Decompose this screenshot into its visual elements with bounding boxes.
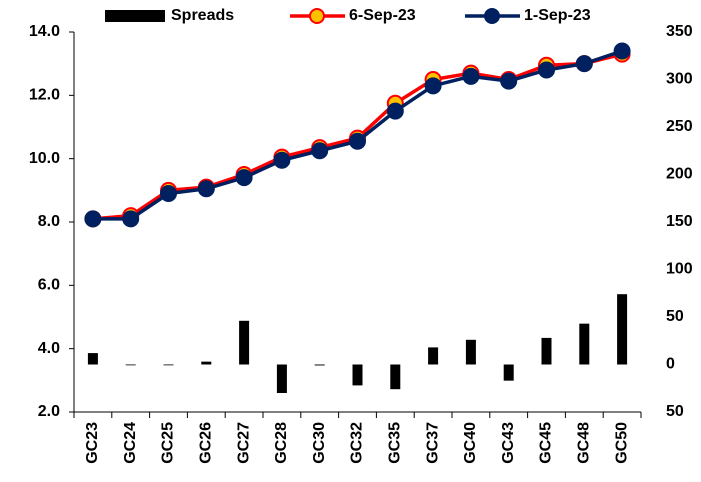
x-tick-label: GC35	[387, 422, 404, 464]
marker	[538, 61, 555, 79]
x-tick-label: GC23	[84, 422, 101, 464]
y-tick-label: 2.0	[38, 403, 60, 420]
marker	[462, 67, 480, 85]
bar	[163, 364, 174, 366]
y2-tick-label: 50	[666, 403, 684, 420]
marker	[84, 210, 102, 228]
y2-tick-label: 200	[666, 166, 693, 183]
x-tick-label: GC40	[462, 422, 479, 464]
x-tick-label: GC43	[500, 422, 517, 464]
marker	[386, 102, 404, 120]
marker	[424, 77, 442, 95]
y-tick-label: 4.0	[38, 340, 60, 357]
legend-swatch	[105, 10, 165, 22]
x-tick-label: GC32	[349, 422, 366, 464]
marker	[500, 72, 518, 90]
bar	[87, 353, 98, 365]
bar	[465, 339, 476, 365]
y-tick-label: 8.0	[38, 213, 60, 230]
y2-tick-label: 0	[666, 356, 675, 373]
x-tick-label: GC30	[311, 422, 328, 464]
marker	[273, 151, 291, 169]
x-tick-label: GC37	[424, 422, 441, 464]
bar	[201, 361, 212, 365]
legend-marker	[309, 8, 325, 24]
x-tick-label: GC28	[273, 422, 290, 464]
y2-tick-label: 50	[666, 308, 684, 325]
x-tick-label: GC48	[576, 422, 593, 464]
y2-tick-label: 350	[666, 23, 693, 40]
y2-tick-label: 300	[666, 71, 693, 88]
legend-label: 1-Sep-23	[524, 7, 591, 24]
y-tick-label: 10.0	[29, 150, 60, 167]
bar	[617, 294, 628, 365]
x-tick-label: GC26	[198, 422, 215, 464]
x-tick-label: GC50	[613, 422, 630, 464]
bar	[428, 347, 439, 365]
y-tick-label: 6.0	[38, 277, 60, 294]
marker	[311, 142, 329, 160]
marker	[235, 169, 253, 187]
marker	[613, 42, 631, 60]
x-tick-label: GC45	[538, 422, 555, 464]
legend-marker	[484, 8, 500, 24]
bar	[352, 364, 363, 386]
y-tick-label: 12.0	[29, 87, 60, 104]
bar	[541, 337, 552, 365]
bar	[125, 364, 136, 366]
legend-label: Spreads	[171, 7, 234, 24]
bar	[239, 320, 250, 365]
marker	[122, 210, 140, 228]
marker	[197, 180, 215, 198]
bar	[390, 364, 401, 390]
bar	[503, 364, 514, 381]
marker	[160, 185, 177, 202]
y2-tick-label: 250	[666, 118, 693, 135]
x-tick-label: GC27	[235, 422, 252, 464]
legend-label: 6-Sep-23	[349, 7, 416, 24]
y2-tick-label: 100	[666, 261, 693, 278]
x-tick-label: GC24	[122, 422, 139, 464]
bar	[579, 323, 590, 365]
x-tick-label: GC25	[160, 422, 177, 464]
marker	[349, 132, 366, 150]
marker	[575, 55, 593, 73]
y-tick-label: 14.0	[29, 23, 60, 40]
y2-tick-label: 150	[666, 213, 693, 230]
bar	[314, 364, 325, 366]
bar	[276, 364, 287, 393]
